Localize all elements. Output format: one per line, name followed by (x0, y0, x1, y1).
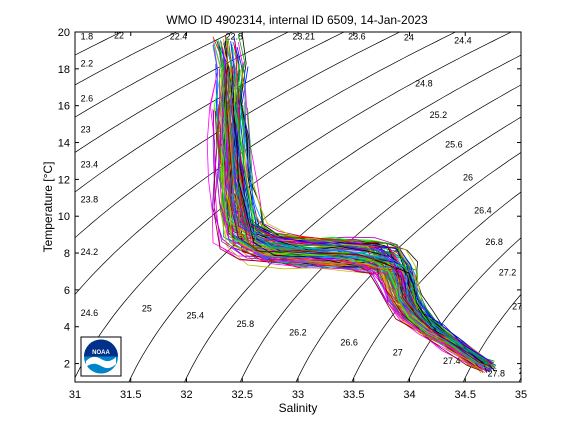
isopycnal-label: 23.21 (292, 32, 315, 42)
isopycnal-label: 22 (114, 31, 124, 41)
x-axis-label: Salinity (279, 401, 318, 415)
profile-line (227, 62, 486, 362)
y-tick-label: 12 (58, 174, 70, 186)
x-tick-label: 34 (403, 389, 415, 401)
isopycnal-label: 1.8 (81, 32, 94, 42)
isopycnal-line (75, 32, 401, 239)
isopycnal-line (239, 116, 521, 382)
y-tick-label: 14 (58, 138, 70, 150)
isopycnal-label: 26.6 (340, 337, 358, 347)
x-tick-label: 31.5 (120, 389, 141, 401)
y-tick-label: 10 (58, 211, 70, 223)
profile-line (230, 44, 491, 372)
isopycnal-line (75, 32, 345, 193)
y-axis-label: Temperature [°C] (41, 162, 55, 253)
isopycnal-label: 26.8 (485, 237, 503, 247)
isopycnal-label: 26.2 (289, 327, 307, 337)
noaa-logo: NOAA (80, 336, 122, 377)
chart-title: WMO ID 4902314, internal ID 6509, 14-Jan… (166, 13, 428, 27)
x-tick-label: 31 (69, 389, 81, 401)
isopycnal-label: 23 (81, 125, 91, 135)
svg-text:NOAA: NOAA (92, 350, 110, 356)
y-tick-label: 4 (64, 322, 70, 334)
isopycnal-label: 24.8 (415, 79, 433, 89)
isopycnal-line (295, 151, 521, 382)
x-tick-label: 32.5 (232, 389, 253, 401)
isopycnal-label: 25.8 (237, 319, 255, 329)
isopycnal-label: 27.8 (488, 369, 506, 379)
x-tick-label: 34.5 (455, 389, 476, 401)
isopycnal-label: 23.8 (81, 195, 99, 205)
isopycnal-label: 24.2 (81, 247, 99, 257)
isopycnal-labels: 1.8 22 22.4 22.8 23.21 23.6 24 24.42.22.62323.4… (81, 31, 530, 379)
isopycnal-label: 27.4 (443, 356, 461, 366)
isopycnal-label: 24 (404, 33, 414, 43)
isopycnal-label: 25.2 (430, 110, 448, 120)
isopycnal-lines (75, 32, 521, 382)
isopycnal-label: 27 (393, 348, 403, 358)
isopycnal-label: 27.6 (512, 301, 530, 311)
isopycnal-line (75, 32, 234, 118)
profile-line (225, 66, 492, 367)
profile-line (220, 42, 488, 367)
profile-line (236, 64, 490, 366)
y-tick-label: 6 (64, 285, 70, 297)
isopycnal-line (407, 237, 521, 382)
isopycnal-label: 24.6 (81, 308, 99, 318)
y-tick-label: 2 (64, 359, 70, 371)
isopycnal-label: 2.6 (81, 93, 94, 103)
y-tick-label: 16 (58, 101, 70, 113)
profile-line (225, 104, 488, 366)
isopycnal-label: 25.6 (445, 139, 463, 149)
profile-line (233, 104, 485, 369)
isopycnal-line (184, 84, 521, 382)
isopycnal-label: 2 (519, 366, 524, 376)
x-tick-label: 35 (515, 389, 527, 401)
profile-line (232, 105, 493, 365)
x-tick-label: 33 (292, 389, 304, 401)
plot-area (75, 32, 521, 382)
isopycnal-label: 23.6 (348, 32, 366, 42)
isopycnal-line (351, 191, 521, 382)
isopycnal-label: 22.4 (170, 32, 188, 42)
y-tick-label: 8 (64, 248, 70, 260)
isopycnal-line (75, 32, 457, 295)
isopycnal-label: 23.4 (81, 160, 99, 170)
isopycnal-line (128, 54, 521, 382)
isopycnal-label: 24.4 (454, 35, 472, 45)
x-tick-label: 33.5 (343, 389, 364, 401)
isopycnal-label: 25 (142, 303, 152, 313)
isopycnal-label: 2.2 (81, 58, 94, 68)
x-axis-ticks: 31 31.5 32 32.5 33 33.5 34 34.5 35 (69, 32, 527, 401)
y-tick-label: 18 (58, 64, 70, 76)
x-tick-label: 32 (180, 389, 192, 401)
isopycnal-label: 26 (463, 173, 473, 183)
isopycnal-label: 25.4 (187, 311, 205, 321)
profile-line (227, 67, 488, 367)
y-tick-label: 20 (58, 27, 70, 39)
profile-line (223, 42, 488, 373)
isopycnal-line (75, 32, 513, 379)
profile-line (224, 66, 496, 368)
profile-line (231, 66, 487, 368)
float-profiles (206, 34, 497, 374)
isopycnal-label: 26.4 (474, 206, 492, 216)
isopycnal-label: 27.2 (499, 267, 517, 277)
profile-line (230, 105, 481, 371)
